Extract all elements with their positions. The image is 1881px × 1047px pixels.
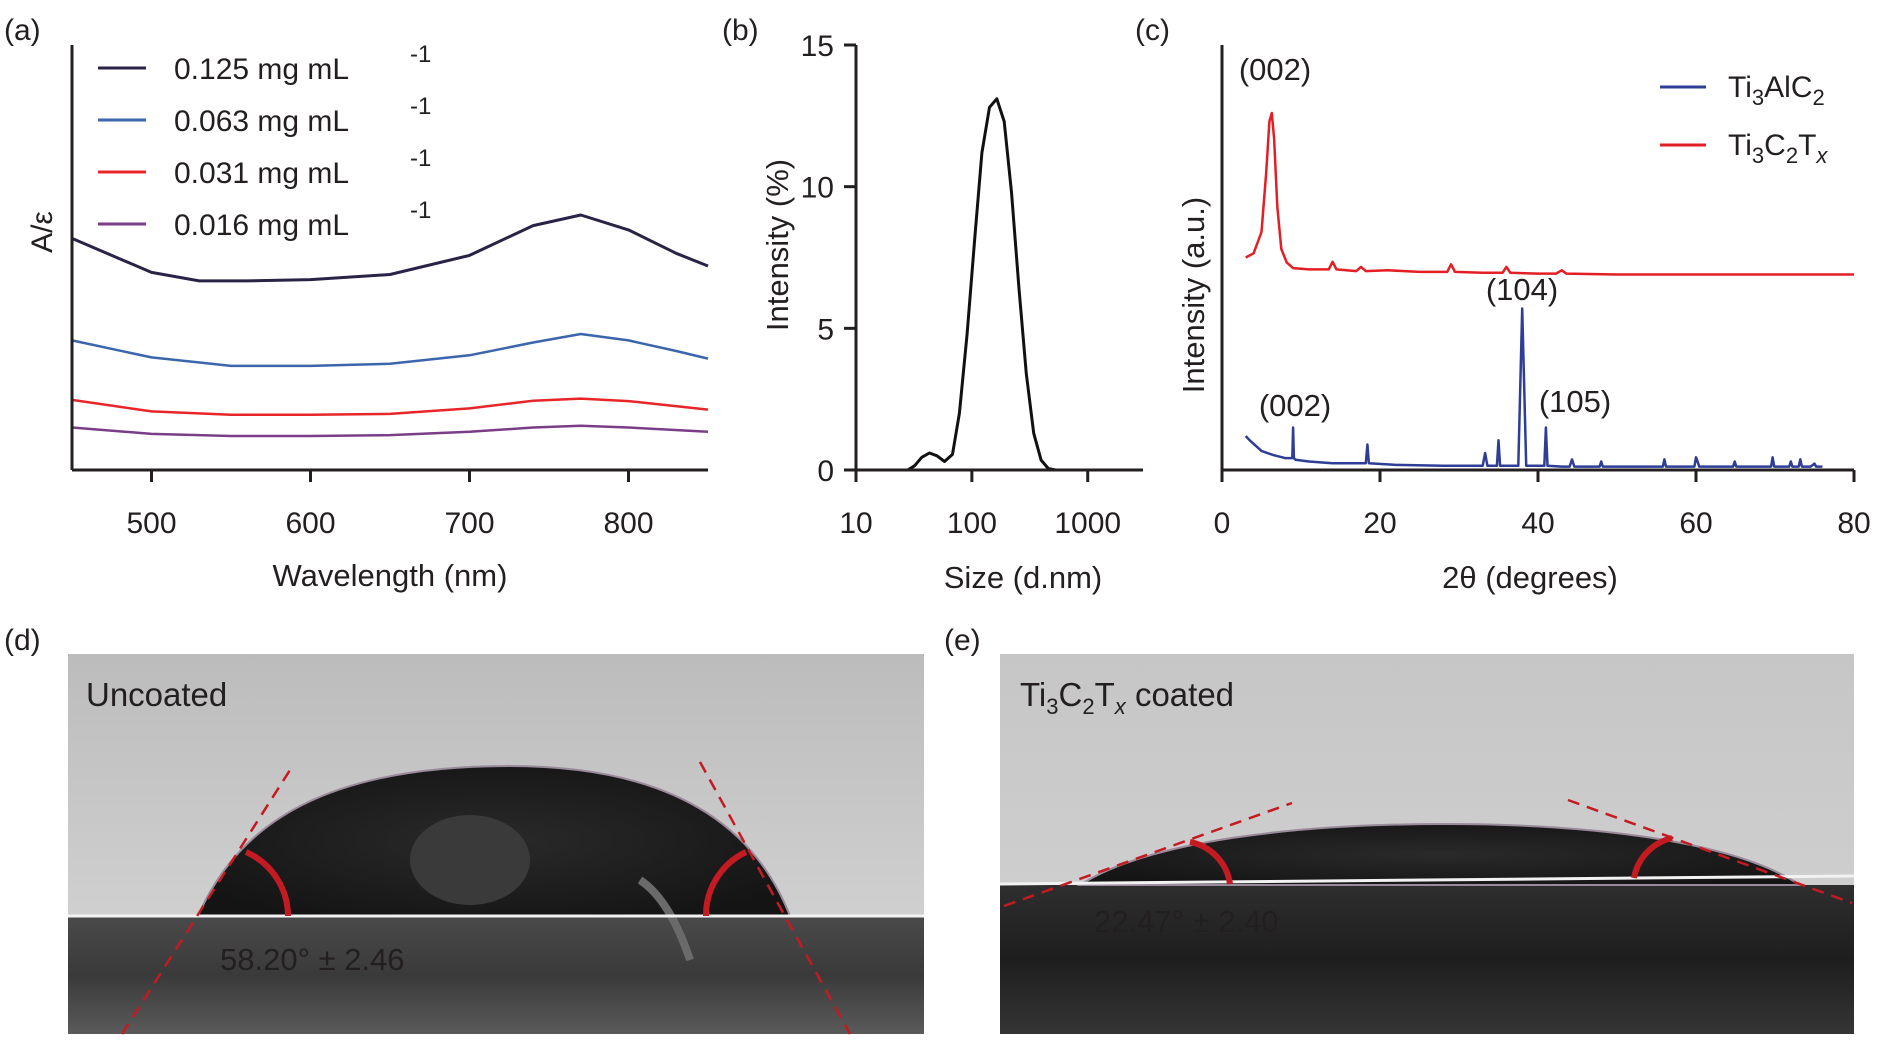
panel-c-y-axis-label: Intensity (a.u.)	[1176, 197, 1211, 393]
panel-e-right-tangent	[1567, 798, 1853, 905]
panel-c-x-axis-label: 2θ (degrees)	[1442, 560, 1618, 595]
text-run: 3	[1752, 85, 1764, 110]
panel-b-y-tick-label: 0	[817, 455, 834, 488]
panel-d-reflection	[637, 876, 694, 962]
panel-e-contact-angle-photo: (e) Ti3C2Tx coated 22.47° ± 2.40	[944, 624, 1855, 1034]
panel-a-legend-label: 0.063 mg mL	[174, 105, 349, 138]
panel-c-peak-annotation: (104)	[1486, 272, 1558, 307]
panel-a-legend-superscript: -1	[410, 145, 431, 172]
panel-a-x-tick-label: 700	[444, 507, 494, 540]
panel-c-xrd-chart: (c) 0 20 40 60 80 Intensity (a.u.) 2θ (degre…	[1135, 14, 1871, 595]
panel-e-label: (e)	[944, 624, 981, 657]
panel-c-x-tick-label: 60	[1679, 507, 1712, 540]
panel-d-right-tangent	[698, 761, 852, 1035]
panel-a-x-tick-label: 800	[603, 507, 653, 540]
text-run: C	[1059, 676, 1083, 713]
panel-a-series-line	[71, 397, 709, 417]
text-run: Ti	[1728, 129, 1752, 162]
text-run: T	[1095, 676, 1115, 713]
panel-c-series-line	[1245, 111, 1854, 276]
panel-a-label: (a)	[4, 14, 41, 47]
panel-c-x-tick-label: 40	[1521, 507, 1554, 540]
panel-d-right-angle-arc	[702, 849, 748, 917]
panel-a-series-line	[71, 424, 709, 438]
text-run: x	[1114, 694, 1127, 719]
panel-c-x-tick-label: 80	[1837, 507, 1870, 540]
text-run: x	[1815, 143, 1828, 168]
panel-c-series-line	[1244, 307, 1823, 468]
panel-a-legend-label: 0.125 mg mL	[174, 53, 349, 86]
text-run: 3	[1752, 143, 1764, 168]
panel-a-legend-superscript: -1	[410, 41, 431, 68]
panel-a-legend-label: 0.016 mg mL	[174, 209, 349, 242]
panel-d-droplet-highlight	[410, 815, 530, 905]
panel-c-peak-annotation: (002)	[1239, 52, 1311, 87]
panel-d-contact-angle-photo: (d) Uncoated 58.20° ± 2.46	[4, 624, 924, 1035]
panel-e-substrate	[1000, 885, 1854, 1034]
text-run: 2	[1082, 694, 1094, 719]
text-run: AlC	[1764, 71, 1812, 104]
panel-e-baseline	[999, 874, 1855, 886]
panel-a-y-axis-label: A/ε	[26, 211, 59, 253]
panel-e-droplet	[1076, 822, 1804, 886]
panel-e-left-angle-arc	[1189, 839, 1233, 885]
panel-a-series-line	[71, 332, 709, 368]
panel-e-angle-value: 22.47° ± 2.40	[1094, 904, 1279, 939]
panel-a-series-line	[71, 213, 709, 283]
panel-a-legend-superscript: -1	[410, 93, 431, 120]
text-run: C	[1764, 129, 1786, 162]
panel-a-uv-vis-chart: (a) 500 600 700 800 A/ε Wavelength (nm) 0.1…	[4, 14, 709, 593]
panel-d-label: (d)	[4, 624, 41, 657]
panel-a-x-axis-label: Wavelength (nm)	[273, 558, 508, 593]
panel-d-caption: Uncoated	[86, 676, 227, 713]
panel-b-series-line	[907, 97, 1057, 472]
panel-c-peak-annotation: (105)	[1539, 384, 1611, 419]
panel-b-y-axis-label: Intensity (%)	[760, 159, 795, 331]
panel-c-x-tick-label: 0	[1214, 507, 1231, 540]
text-run: Ti	[1728, 71, 1752, 104]
text-run: 2	[1786, 143, 1798, 168]
panel-b-y-tick-label: 15	[801, 30, 834, 63]
panel-a-legend-label: 0.031 mg mL	[174, 157, 349, 190]
panel-c-label: (c)	[1135, 14, 1170, 47]
panel-b-x-axis-label: Size (d.nm)	[944, 560, 1102, 595]
panel-d-left-tangent	[120, 769, 292, 1035]
panel-a-x-tick-label: 500	[126, 507, 176, 540]
panel-c-peak-annotation: (002)	[1259, 388, 1331, 423]
panel-b-y-tick-label: 5	[817, 313, 834, 346]
panel-b-x-tick-label: 10	[839, 507, 872, 540]
panel-b-x-tick-label: 100	[947, 507, 997, 540]
panel-e-caption: Ti3C2Tx coated	[1020, 676, 1234, 719]
panel-d-left-angle-arc	[244, 849, 291, 917]
text-run: T	[1798, 129, 1816, 162]
panel-c-legend-label: Ti3C2Tx	[1728, 129, 1828, 168]
text-run: 3	[1046, 694, 1058, 719]
panel-c-legend-label: Ti3AlC2	[1728, 71, 1825, 110]
panel-b-y-tick-label: 10	[801, 172, 834, 205]
panel-d-substrate	[68, 916, 924, 1034]
panel-b-x-tick-label: 1000	[1054, 507, 1121, 540]
panel-a-legend-superscript: -1	[410, 197, 431, 224]
panel-d-angle-value: 58.20° ± 2.46	[220, 942, 405, 977]
panel-e-left-tangent	[1003, 801, 1293, 908]
text-run: 2	[1812, 85, 1824, 110]
text-run: Ti	[1020, 676, 1046, 713]
panel-b-label: (b)	[722, 14, 759, 47]
text-run: coated	[1126, 676, 1234, 713]
panel-a-x-tick-label: 600	[285, 507, 335, 540]
panel-e-right-angle-arc	[1631, 835, 1673, 879]
panel-c-x-tick-label: 20	[1363, 507, 1396, 540]
panel-b-dls-chart: (b) 10 100 1000 0 5 10 15 Intensity (%) Size …	[722, 14, 1143, 595]
